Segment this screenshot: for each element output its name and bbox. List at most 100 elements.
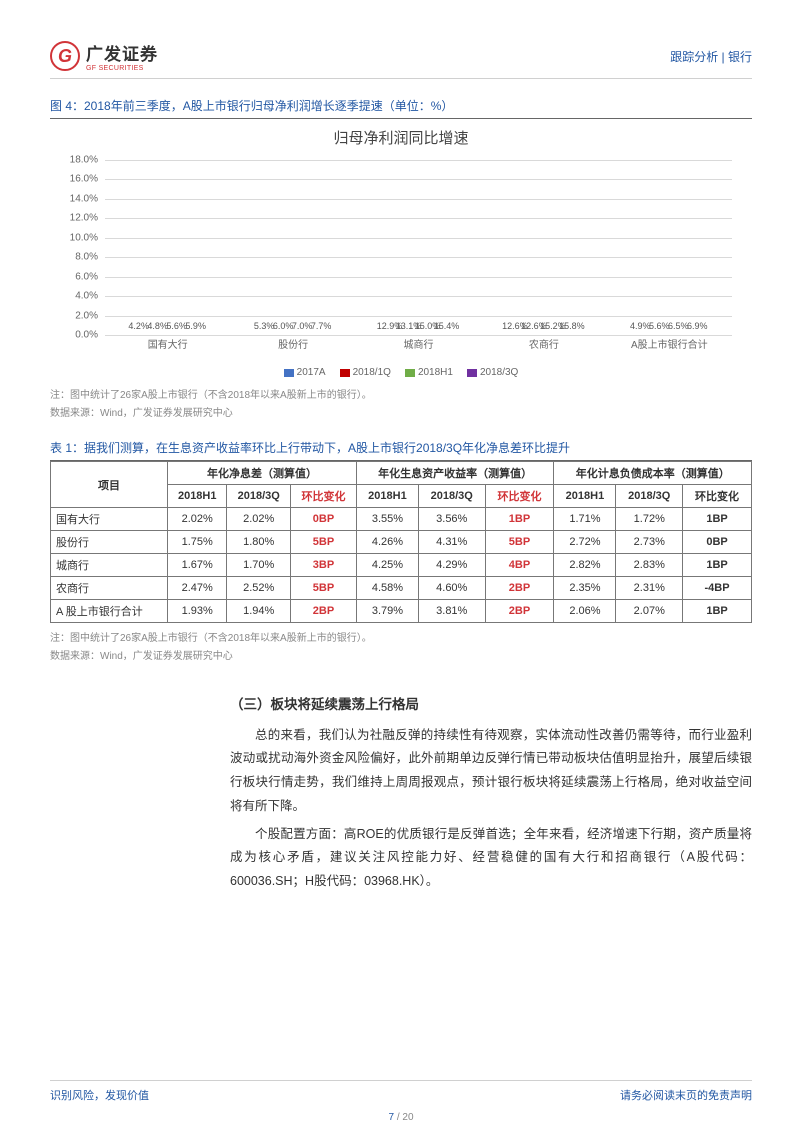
x-label: 城商行 — [404, 336, 434, 351]
table-subheader: 环比变化 — [683, 485, 752, 508]
table-row: 股份行1.75%1.80%5BP4.26%4.31%5BP2.72%2.73%0… — [51, 531, 752, 554]
table-cell: 0BP — [291, 508, 357, 531]
bar-value-label: 4.9% — [630, 321, 651, 331]
table-cell: 3.55% — [356, 508, 418, 531]
legend-swatch — [467, 369, 477, 377]
legend-swatch — [340, 369, 350, 377]
table-cell: 2.82% — [554, 554, 616, 577]
header-category: 跟踪分析 | 银行 — [670, 48, 752, 65]
table-cell: 2.31% — [616, 577, 683, 600]
table-cell: 4.26% — [356, 531, 418, 554]
page-footer: 识别风险，发现价值 请务必阅读末页的免责声明 — [50, 1080, 752, 1103]
table-cell: 2.72% — [554, 531, 616, 554]
bar-value-label: 6.9% — [687, 321, 708, 331]
figure-title: 图 4：2018年前三季度，A股上市银行归母净利润增长逐季提速（单位：%） — [50, 97, 752, 119]
bar-value-label: 5.3% — [254, 321, 275, 331]
table-header: 年化净息差（测算值） — [168, 462, 357, 485]
table-header: 年化计息负债成本率（测算值） — [554, 462, 752, 485]
table-cell: 1BP — [683, 600, 752, 623]
y-tick: 2.0% — [75, 310, 98, 321]
main-table: 项目年化净息差（测算值）年化生息资产收益率（测算值）年化计息负债成本率（测算值）… — [50, 461, 752, 623]
page-total: 20 — [402, 1112, 413, 1123]
table-cell: 1.70% — [227, 554, 291, 577]
table-cell: 4.58% — [356, 577, 418, 600]
legend-item: 2018/1Q — [340, 367, 391, 378]
table-cell: 2BP — [485, 577, 554, 600]
table-subheader: 2018/3Q — [418, 485, 485, 508]
table-subheader: 环比变化 — [485, 485, 554, 508]
legend-item: 2018/3Q — [467, 367, 518, 378]
table-header: 年化生息资产收益率（测算值） — [356, 462, 554, 485]
table-source: 数据来源：Wind，广发证券发展研究中心 — [50, 647, 752, 662]
table-cell: 2.07% — [616, 600, 683, 623]
x-axis: 国有大行 股份行 城商行 农商行 A股上市银行合计 — [105, 336, 732, 352]
bar-value-label: 6.0% — [273, 321, 294, 331]
y-tick: 14.0% — [70, 193, 98, 204]
x-label: 农商行 — [529, 336, 559, 351]
table-note: 注：图中统计了26家A股上市银行（不含2018年以来A股新上市的银行）。 — [50, 629, 752, 644]
table-cell: 0BP — [683, 531, 752, 554]
table-cell: 2BP — [485, 600, 554, 623]
legend-item: 2018H1 — [405, 367, 453, 378]
logo-cn: 广发证券 — [86, 40, 158, 65]
bar-value-label: 15.4% — [434, 321, 460, 331]
table-row-label: A 股上市银行合计 — [51, 600, 168, 623]
logo-en: GF SECURITIES — [86, 65, 158, 72]
logo-icon: G — [50, 41, 80, 71]
legend-label: 2018H1 — [418, 367, 453, 378]
chart-note: 注：图中统计了26家A股上市银行（不含2018年以来A股新上市的银行）。 — [50, 386, 752, 401]
table-cell: 2.06% — [554, 600, 616, 623]
chart-plot: 4.2%4.8%5.6%5.9%5.3%6.0%7.0%7.7%12.9%13.… — [105, 160, 732, 335]
legend-label: 2018/3Q — [480, 367, 518, 378]
table-row-label: 城商行 — [51, 554, 168, 577]
bar-value-label: 15.8% — [559, 321, 585, 331]
table-cell: 2.02% — [227, 508, 291, 531]
table-cell: 1.75% — [168, 531, 227, 554]
table-subheader: 2018H1 — [554, 485, 616, 508]
grid-line — [105, 179, 732, 180]
paragraph-1: 总的来看，我们认为社融反弹的持续性有待观察，实体流动性改善仍需等待，而行业盈利波… — [230, 724, 752, 819]
x-label: 股份行 — [278, 336, 308, 351]
table-cell: 3.81% — [418, 600, 485, 623]
table-cell: 1BP — [485, 508, 554, 531]
table-cell: 1BP — [683, 554, 752, 577]
grid-line — [105, 218, 732, 219]
chart-legend: 2017A2018/1Q2018H12018/3Q — [50, 367, 752, 378]
table-cell: 4.60% — [418, 577, 485, 600]
table-cell: 4.29% — [418, 554, 485, 577]
y-tick: 0.0% — [75, 330, 98, 341]
grid-line — [105, 316, 732, 317]
table-row: 城商行1.67%1.70%3BP4.25%4.29%4BP2.82%2.83%1… — [51, 554, 752, 577]
body-section: （三）板块将延续震荡上行格局 总的来看，我们认为社融反弹的持续性有待观察，实体流… — [230, 692, 752, 894]
y-tick: 18.0% — [70, 155, 98, 166]
table-row: 国有大行2.02%2.02%0BP3.55%3.56%1BP1.71%1.72%… — [51, 508, 752, 531]
table-cell: 1.93% — [168, 600, 227, 623]
paragraph-2: 个股配置方面：高ROE的优质银行是反弹首选；全年来看，经济增速下行期，资产质量将… — [230, 823, 752, 894]
footer-left: 识别风险，发现价值 — [50, 1087, 149, 1103]
table-cell: 4BP — [485, 554, 554, 577]
table-cell: 2.02% — [168, 508, 227, 531]
table-cell: 3.79% — [356, 600, 418, 623]
y-tick: 10.0% — [70, 232, 98, 243]
legend-swatch — [284, 369, 294, 377]
table-title: 表 1：据我们测算，在生息资产收益率环比上行带动下，A股上市银行2018/3Q年… — [50, 439, 752, 461]
logo-letter: G — [58, 47, 72, 65]
table-cell: 2.83% — [616, 554, 683, 577]
x-label: A股上市银行合计 — [631, 336, 708, 351]
y-tick: 6.0% — [75, 271, 98, 282]
table-cell: 2.47% — [168, 577, 227, 600]
y-tick: 12.0% — [70, 213, 98, 224]
bar-value-label: 4.8% — [147, 321, 168, 331]
x-label: 国有大行 — [148, 336, 188, 351]
chart-source: 数据来源：Wind，广发证券发展研究中心 — [50, 404, 752, 419]
bar-value-label: 5.6% — [166, 321, 187, 331]
grid-line — [105, 257, 732, 258]
table-cell: 3BP — [291, 554, 357, 577]
table-row-label: 国有大行 — [51, 508, 168, 531]
table-cell: 2BP — [291, 600, 357, 623]
bar-value-label: 5.9% — [185, 321, 206, 331]
page-header: G 广发证券 GF SECURITIES 跟踪分析 | 银行 — [50, 40, 752, 79]
table-cell: 2.52% — [227, 577, 291, 600]
grid-line — [105, 199, 732, 200]
legend-swatch — [405, 369, 415, 377]
